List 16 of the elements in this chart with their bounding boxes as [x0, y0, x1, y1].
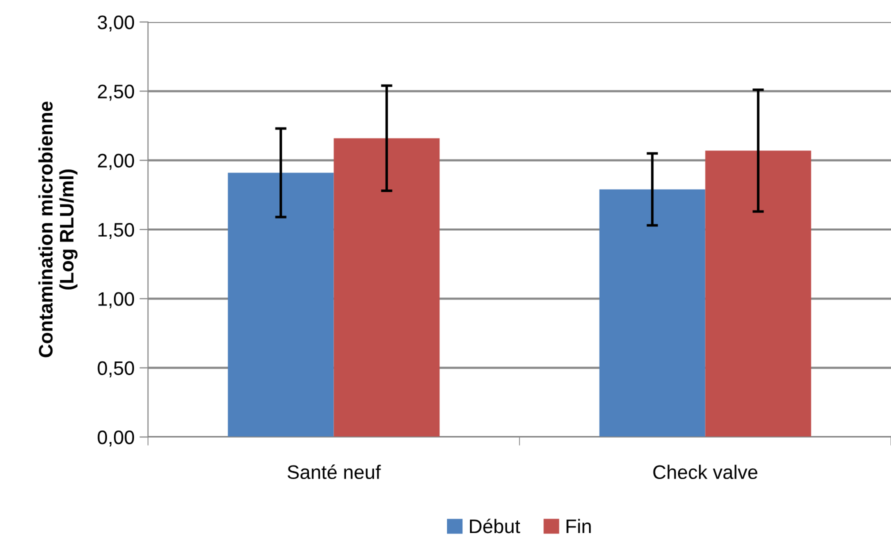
x-tick-label: Santé neuf [288, 464, 381, 480]
bar [334, 138, 440, 437]
legend-label: Fin [566, 518, 591, 534]
bar [705, 150, 812, 437]
y-tick-label: 2,00 [98, 154, 134, 170]
y-axis-title: Contamination microbienne (Log RLU/ml) [38, 102, 78, 358]
y-tick-label: 0,50 [98, 361, 134, 378]
y-tick-label: 1,00 [98, 292, 134, 308]
y-tick-label: 3,00 [98, 15, 134, 32]
y-tick-label: 1,50 [98, 222, 134, 240]
y-tick-label: 2,50 [98, 84, 134, 101]
bar [228, 172, 334, 437]
legend-label: Début [470, 518, 520, 534]
bar [599, 189, 706, 437]
y-tick-label: 0,00 [98, 430, 134, 447]
x-tick-label: Check valve [653, 464, 758, 480]
